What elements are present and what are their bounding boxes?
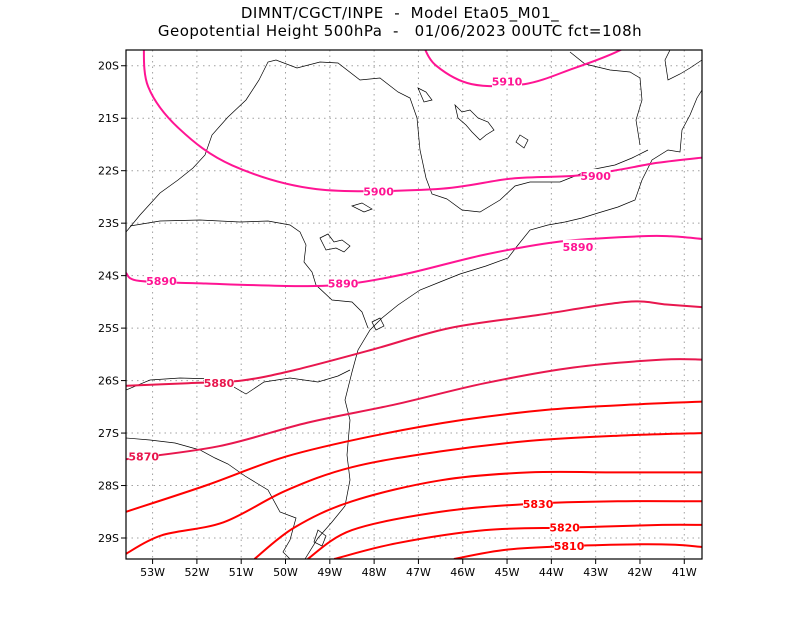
- contour-5880: [126, 300, 702, 387]
- x-tick-label: 43W: [583, 566, 608, 579]
- coastline-and-borders: [126, 50, 702, 559]
- contour-5840: [253, 470, 702, 559]
- contour-5820: [333, 523, 702, 559]
- title-line-1: DIMNT/CGCT/INPE - Model Eta05_M01_: [240, 4, 560, 22]
- x-tick-label: 51W: [229, 566, 254, 579]
- island-1: [371, 317, 385, 331]
- title-line-2: Geopotential Height 500hPa - 01/06/2023 …: [157, 22, 643, 40]
- contour-label-5880: 5880: [204, 377, 235, 390]
- x-tick-label: 52W: [184, 566, 209, 579]
- x-tick-label: 42W: [628, 566, 653, 579]
- state-border-5: [569, 51, 643, 146]
- contour-label-bg-5890: [146, 273, 177, 287]
- state-border-2: [129, 219, 369, 329]
- contour-label-5890: 5890: [328, 278, 359, 291]
- reservoir-2: [319, 233, 351, 253]
- contour-lines: [126, 50, 702, 559]
- contour-label-5830: 5830: [523, 498, 554, 511]
- y-tick-label: 28S: [98, 480, 119, 493]
- contour-label-5900: 5900: [580, 170, 611, 183]
- y-tick-label: 24S: [98, 270, 119, 283]
- y-tick-label: 22S: [98, 165, 119, 178]
- coastline: [304, 89, 702, 559]
- contour-label-5870: 5870: [128, 451, 159, 464]
- y-tick-label: 23S: [98, 217, 119, 230]
- contour-labels: 5910 5900 5900 5890 5890 5890 5880 5870 5830 5820…: [128, 74, 611, 553]
- state-border-1: [126, 59, 448, 233]
- plot-frame: [125, 49, 703, 560]
- y-tick-label: 25S: [98, 322, 119, 335]
- contour-5910: [424, 50, 623, 88]
- contour-label-bg-5890: [328, 276, 359, 290]
- x-tick-label: 46W: [450, 566, 475, 579]
- x-tick-label: 49W: [317, 566, 342, 579]
- x-tick-label: 44W: [539, 566, 564, 579]
- lagoon-1: [313, 529, 327, 547]
- contour-label-5900: 5900: [363, 186, 394, 199]
- contour-5900: [142, 50, 702, 193]
- state-border-6: [664, 50, 702, 81]
- country-border: [126, 437, 297, 559]
- contour-label-bg-5900: [363, 184, 394, 198]
- contour-5830: [307, 500, 702, 559]
- bay-1: [515, 134, 529, 149]
- contour-label-bg-5870: [128, 449, 159, 463]
- contour-label-5810: 5810: [554, 540, 585, 553]
- chart-title: DIMNT/CGCT/INPE - Model Eta05_M01_ Geopo…: [0, 4, 800, 40]
- contour-label-bg-5810: [554, 538, 585, 552]
- state-border-3: [126, 369, 351, 395]
- axis-ticks: [121, 65, 685, 564]
- contour-5810: [453, 543, 702, 559]
- x-tick-label: 47W: [406, 566, 431, 579]
- contour-label-5890: 5890: [563, 241, 594, 254]
- contour-5890: [126, 234, 702, 288]
- x-tick-label: 50W: [273, 566, 298, 579]
- contour-5870: [126, 358, 702, 461]
- y-tick-label: 26S: [98, 375, 119, 388]
- x-tick-label: 53W: [140, 566, 165, 579]
- y-tick-label: 20S: [98, 60, 119, 73]
- contour-label-5820: 5820: [549, 522, 580, 535]
- contour-label-bg-5890: [562, 239, 593, 253]
- contour-label-5890: 5890: [146, 275, 177, 288]
- reservoir-3: [351, 202, 373, 213]
- contour-5860: [126, 400, 702, 513]
- x-tick-label: 45W: [495, 566, 520, 579]
- y-tick-label: 29S: [98, 532, 119, 545]
- grid-lines: [126, 50, 702, 559]
- contour-label-bg-5910: [492, 74, 523, 88]
- state-border-4: [446, 149, 649, 213]
- contour-label-bg-5900: [580, 168, 611, 182]
- axis-tick-labels: 53W 52W 51W 50W 49W 48W 47W 46W 45W 44W 43W 42W 41W 2…: [98, 60, 697, 579]
- contour-label-bg-5880: [204, 376, 235, 390]
- contour-label-5910: 5910: [492, 75, 523, 88]
- contour-5850: [126, 432, 702, 555]
- reservoir-1: [454, 103, 495, 141]
- y-tick-label: 27S: [98, 427, 119, 440]
- contour-label-bg-5830: [523, 496, 554, 510]
- contour-label-bg-5820: [549, 520, 580, 534]
- y-tick-label: 21S: [98, 112, 119, 125]
- x-tick-label: 48W: [362, 566, 387, 579]
- x-tick-label: 41W: [672, 566, 697, 579]
- reservoir-4: [417, 87, 433, 103]
